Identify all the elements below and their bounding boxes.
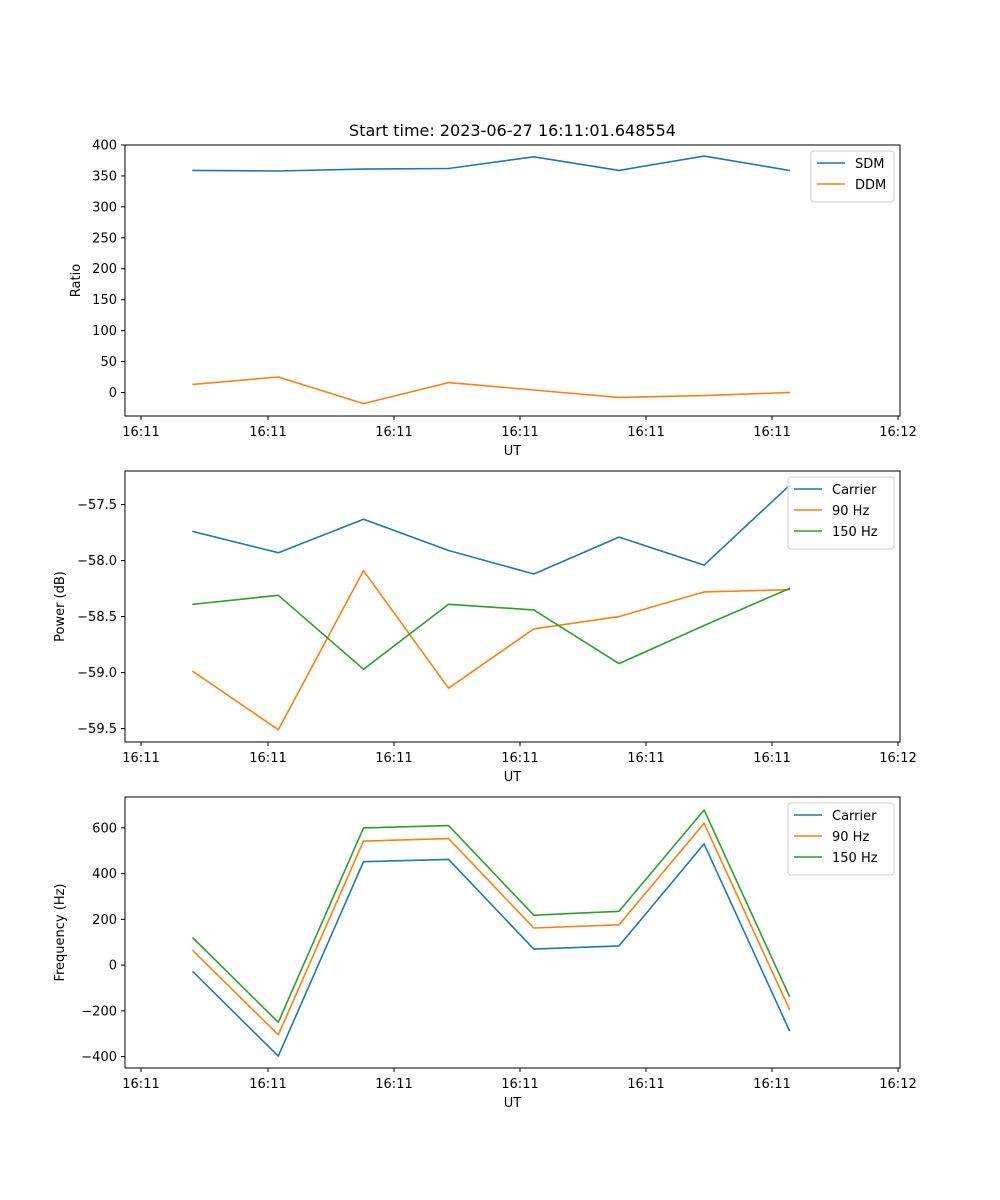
y-tick-label: 100 (92, 324, 117, 339)
series-line-sdm (192, 155, 791, 172)
x-tick-label: 16:11 (249, 425, 286, 440)
y-tick-label: 300 (92, 200, 117, 215)
legend: SDM DDM (810, 150, 895, 203)
y-tick-label: 150 (92, 293, 117, 308)
legend-label: Carrier (832, 483, 877, 498)
legend-label: 90 Hz (832, 830, 869, 845)
legend-label: DDM (855, 178, 886, 193)
y-tick-label: 600 (92, 821, 117, 836)
legend-label: SDM (855, 157, 884, 172)
axes-frame (124, 796, 901, 1069)
x-tick-label: 16:11 (375, 425, 412, 440)
y-tick-label: 50 (100, 355, 117, 370)
figure-title: Start time: 2023-06-27 16:11:01.648554 (349, 121, 676, 140)
series-line-90-hz (191, 822, 791, 1036)
y-axis-label: Frequency (Hz) (53, 883, 68, 981)
x-axis-label: UT (504, 444, 522, 459)
y-axis-label: Power (dB) (53, 571, 68, 642)
y-tick-label: 200 (92, 262, 117, 277)
y-tick-label: 0 (109, 959, 117, 974)
legend-label: 150 Hz (832, 851, 878, 866)
subplot-1: 0 50 100 150 200 250 300 350 400 16:11 16:11 16:11 1… (69, 139, 917, 460)
x-tick-label: 16:11 (627, 425, 664, 440)
x-axis-label: UT (504, 1096, 522, 1111)
y-tick-label: 250 (92, 231, 117, 246)
x-tick-label: 16:12 (879, 425, 916, 440)
series-line-ddm (192, 376, 791, 405)
y-tick-label: −59.5 (77, 722, 117, 737)
series-line-carrier (191, 843, 791, 1057)
x-tick-label: 16:11 (122, 425, 159, 440)
x-tick-label: 16:11 (627, 751, 664, 766)
x-tick-label: 16:11 (753, 425, 790, 440)
x-tick-label: 16:11 (753, 1077, 790, 1092)
legend-label: Carrier (832, 809, 877, 824)
x-tick-label: 16:11 (501, 425, 538, 440)
subplot-3: −400 −200 0 200 400 600 16:11 16:11 16:11 16:11 16… (53, 796, 917, 1111)
x-tick-label: 16:11 (501, 751, 538, 766)
y-tick-label: 400 (92, 139, 117, 154)
y-tick-label: −58.5 (77, 610, 117, 625)
y-tick-label: 400 (92, 867, 117, 882)
legend-label: 150 Hz (832, 525, 878, 540)
y-tick-label: −200 (81, 1004, 117, 1019)
series-line-90-hz (191, 569, 791, 731)
legend: Carrier 90 Hz 150 Hz (787, 476, 895, 550)
x-axis-label: UT (504, 770, 522, 785)
series-line-150-hz (191, 809, 791, 1024)
y-tick-label: −400 (81, 1050, 117, 1065)
series-line-carrier (192, 484, 791, 575)
x-tick-label: 16:11 (501, 1077, 538, 1092)
x-tick-label: 16:11 (249, 751, 286, 766)
y-axis-label: Ratio (69, 264, 84, 297)
legend-label: 90 Hz (832, 504, 869, 519)
y-tick-label: −57.5 (77, 498, 117, 513)
x-tick-label: 16:11 (753, 751, 790, 766)
x-tick-label: 16:12 (879, 1077, 916, 1092)
x-tick-label: 16:11 (249, 1077, 286, 1092)
y-tick-label: 350 (92, 169, 117, 184)
x-tick-label: 16:11 (375, 751, 412, 766)
x-tick-label: 16:11 (627, 1077, 664, 1092)
y-tick-label: 0 (109, 386, 117, 401)
y-tick-label: −58.0 (77, 554, 117, 569)
y-tick-label: −59.0 (77, 666, 117, 681)
series-line-150-hz (192, 587, 791, 671)
axes-frame (124, 144, 901, 417)
legend: Carrier 90 Hz 150 Hz (787, 802, 895, 876)
axes-frame (124, 470, 901, 743)
x-tick-label: 16:11 (122, 751, 159, 766)
x-tick-label: 16:12 (879, 751, 916, 766)
x-tick-label: 16:11 (122, 1077, 159, 1092)
x-tick-label: 16:11 (375, 1077, 412, 1092)
subplot-2: −59.5 −59.0 −58.5 −58.0 −57.5 16:11 16:11 16:11… (53, 470, 917, 785)
y-tick-label: 200 (92, 913, 117, 928)
subplots: 0 50 100 150 200 250 300 350 400 16:11 16:11 16:11 1… (53, 139, 917, 1112)
